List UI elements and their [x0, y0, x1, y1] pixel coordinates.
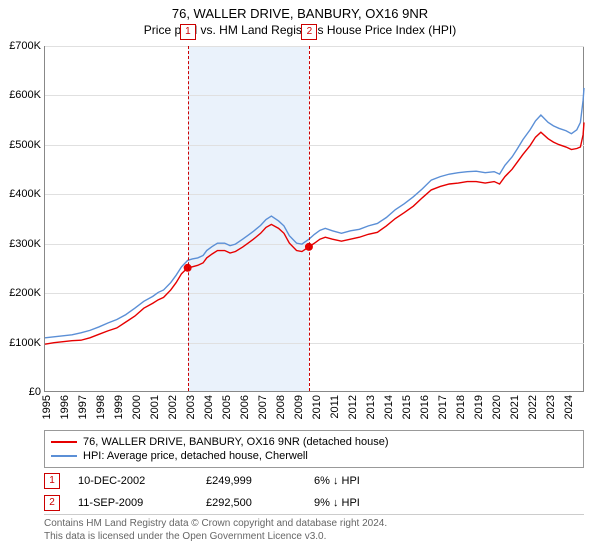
y-tick-label: £200K	[9, 287, 41, 299]
x-tick-label: 2010	[311, 395, 323, 419]
legend: 76, WALLER DRIVE, BANBURY, OX16 9NR (det…	[44, 430, 584, 468]
x-tick-label: 2011	[329, 395, 341, 419]
footer: Contains HM Land Registry data © Crown c…	[44, 514, 584, 543]
sales-table: 1 10-DEC-2002 £249,999 6% ↓ HPI 2 11-SEP-2009…	[44, 470, 584, 514]
chart-subtitle: Price paid vs. HM Land Registry's House …	[0, 21, 600, 41]
legend-label: HPI: Average price, detached house, Cher…	[83, 450, 308, 462]
chart-title: 76, WALLER DRIVE, BANBURY, OX16 9NR	[0, 0, 600, 21]
chart-container: 76, WALLER DRIVE, BANBURY, OX16 9NR Pric…	[0, 0, 600, 560]
y-tick-label: £300K	[9, 238, 41, 250]
footer-line-2: This data is licensed under the Open Gov…	[44, 531, 584, 544]
x-tick-label: 1999	[113, 395, 125, 419]
legend-item: HPI: Average price, detached house, Cher…	[51, 449, 577, 463]
x-tick-label: 2007	[257, 395, 269, 419]
sale-row: 2 11-SEP-2009 £292,500 9% ↓ HPI	[44, 492, 584, 514]
footer-line-1: Contains HM Land Registry data © Crown c…	[44, 518, 584, 531]
y-tick-label: £500K	[9, 139, 41, 151]
x-tick-label: 2001	[149, 395, 161, 419]
x-tick-label: 2006	[239, 395, 251, 419]
x-tick-label: 2022	[527, 395, 539, 419]
sale-row: 1 10-DEC-2002 £249,999 6% ↓ HPI	[44, 470, 584, 492]
x-tick-label: 2023	[545, 395, 557, 419]
y-tick-label: £600K	[9, 89, 41, 101]
sale-price: £292,500	[206, 497, 296, 509]
x-tick-label: 2017	[437, 395, 449, 419]
x-tick-label: 2014	[383, 395, 395, 419]
sale-date: 10-DEC-2002	[78, 475, 188, 487]
sale-marker: 1	[180, 24, 196, 40]
x-tick-label: 2019	[473, 395, 485, 419]
sale-index-badge: 2	[44, 495, 60, 511]
sale-marker: 2	[301, 24, 317, 40]
x-tick-label: 2024	[563, 395, 575, 419]
sale-price: £249,999	[206, 475, 296, 487]
sale-vline	[309, 46, 310, 391]
x-tick-label: 2005	[221, 395, 233, 419]
x-tick-label: 2020	[491, 395, 503, 419]
sale-index-badge: 1	[44, 473, 60, 489]
x-tick-label: 1996	[59, 395, 71, 419]
x-tick-label: 2018	[455, 395, 467, 419]
x-tick-label: 2003	[185, 395, 197, 419]
x-tick-label: 1995	[41, 395, 53, 419]
line-series-svg	[45, 46, 584, 391]
legend-item: 76, WALLER DRIVE, BANBURY, OX16 9NR (det…	[51, 435, 577, 449]
legend-swatch	[51, 455, 77, 457]
plot-area: £0£100K£200K£300K£400K£500K£600K£700K199…	[44, 46, 584, 392]
x-tick-label: 2008	[275, 395, 287, 419]
x-tick-label: 2000	[131, 395, 143, 419]
y-tick-label: £400K	[9, 188, 41, 200]
legend-swatch	[51, 441, 77, 443]
series-subject	[45, 122, 584, 344]
x-tick-label: 2016	[419, 395, 431, 419]
sale-delta: 9% ↓ HPI	[314, 497, 394, 509]
x-tick-label: 2004	[203, 395, 215, 419]
series-hpi	[45, 88, 584, 338]
plot-inner: £0£100K£200K£300K£400K£500K£600K£700K199…	[45, 46, 584, 391]
y-tick-label: £100K	[9, 337, 41, 349]
sale-delta: 6% ↓ HPI	[314, 475, 394, 487]
x-tick-label: 2021	[509, 395, 521, 419]
sale-date: 11-SEP-2009	[78, 497, 188, 509]
x-tick-label: 1997	[77, 395, 89, 419]
y-tick-label: £0	[29, 386, 41, 398]
x-tick-label: 2012	[347, 395, 359, 419]
x-tick-label: 2015	[401, 395, 413, 419]
x-tick-label: 2009	[293, 395, 305, 419]
x-tick-label: 1998	[95, 395, 107, 419]
x-tick-label: 2002	[167, 395, 179, 419]
y-tick-label: £700K	[9, 40, 41, 52]
x-tick-label: 2013	[365, 395, 377, 419]
legend-label: 76, WALLER DRIVE, BANBURY, OX16 9NR (det…	[83, 436, 389, 448]
sale-vline	[188, 46, 189, 391]
